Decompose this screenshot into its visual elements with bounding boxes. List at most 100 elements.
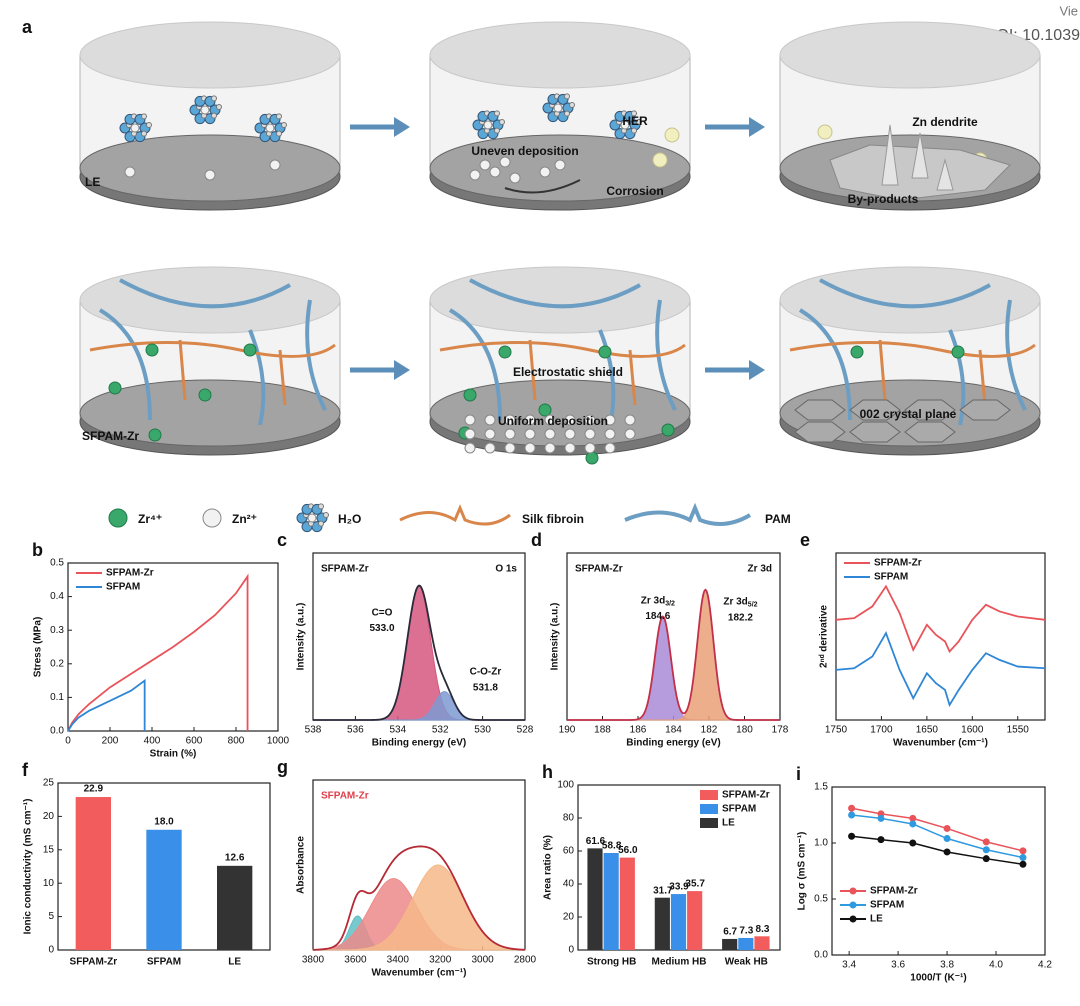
legend-label: SFPAM-Zr (722, 790, 770, 801)
peak-label: Zr 3d5/2 (723, 596, 757, 609)
zn-ion (130, 123, 140, 133)
peak-label: C=O (372, 607, 393, 618)
y-tick-label: 100 (557, 780, 574, 791)
water (323, 512, 329, 518)
legend-label: PAM (765, 512, 791, 526)
zn-ion (483, 120, 493, 130)
water (146, 122, 152, 128)
x-tick-label: 600 (186, 736, 203, 747)
legend-label: SFPAM-Zr (870, 886, 918, 897)
value-label: 18.0 (154, 816, 174, 827)
bar (654, 897, 670, 950)
x-axis-label: Strain (%) (150, 749, 197, 760)
x-tick-label: 188 (594, 725, 611, 736)
legend-label: SFPAM (870, 900, 904, 911)
panel-letter: c (277, 530, 287, 550)
zr-ion (198, 388, 212, 402)
zn-ion (504, 428, 516, 440)
water (564, 110, 570, 117)
peak-center-label: 531.8 (473, 682, 498, 693)
x-tick-label: Weak HB (725, 957, 768, 968)
value-label: 12.6 (225, 852, 245, 863)
y-axis-label: Log σ (mS cm⁻¹) (797, 832, 808, 911)
x-tick-label: 3400 (387, 955, 410, 966)
x-tick-label: 800 (228, 736, 245, 747)
series-line (851, 835, 1024, 866)
value-label: 6.7 (723, 927, 737, 938)
zn-ion (200, 105, 210, 115)
x-tick-label: 3200 (429, 955, 452, 966)
peak-label-sub: 3/2 (665, 601, 675, 608)
x-tick-label: Medium HB (652, 957, 707, 968)
x-tick-label: 3600 (344, 955, 367, 966)
bar (722, 938, 738, 950)
water (318, 503, 324, 510)
marker (982, 846, 990, 854)
arrow-head (749, 117, 765, 137)
legend-swatch (700, 818, 718, 828)
zn-plate (959, 399, 1011, 421)
zr-ion (243, 343, 257, 357)
legend-label: LE (722, 818, 735, 829)
legend-swatch (700, 790, 718, 800)
water (499, 119, 505, 125)
water (276, 113, 282, 120)
zn-ion (564, 414, 576, 426)
zr-ion (585, 451, 599, 465)
y-axis-label: Area ratio (%) (543, 835, 554, 900)
pam-fiber (798, 278, 1027, 426)
schematic-label: Uniform deposition (498, 414, 608, 428)
x-tick-label: 534 (389, 725, 406, 736)
legend-label: SFPAM (874, 572, 908, 583)
zr-ion (108, 381, 122, 395)
panel-letter: a (22, 17, 33, 37)
x-tick-label: 1700 (870, 725, 893, 736)
x-tick-label: 4.0 (989, 960, 1003, 971)
water (276, 130, 282, 137)
y-tick-label: 0.2 (50, 658, 64, 669)
zn-ion (124, 166, 136, 178)
x-tick-label: 200 (102, 736, 119, 747)
zn-ion (464, 442, 476, 454)
y-tick-label: 15 (43, 844, 55, 855)
x-tick-label: SFPAM (147, 957, 181, 968)
marker (848, 811, 856, 819)
sample-label: SFPAM-Zr (321, 564, 369, 575)
cylinder-top (79, 21, 341, 89)
marker (943, 824, 951, 832)
zn-ion (624, 428, 636, 440)
x-tick-label: 3000 (471, 955, 494, 966)
marker (909, 814, 917, 822)
bar (738, 937, 754, 950)
fit-peak (567, 615, 780, 721)
marker (943, 848, 951, 856)
h2-bubble (652, 152, 668, 168)
bar (754, 936, 770, 950)
fit-peak (313, 585, 525, 721)
panel-letter: f (22, 760, 29, 780)
peak-center-label: 184.6 (645, 611, 670, 622)
x-tick-label: Strong HB (587, 957, 636, 968)
zn-ion (484, 414, 496, 426)
value-label: 56.0 (618, 845, 638, 856)
marker (909, 820, 917, 828)
zn-ion (504, 414, 516, 426)
zn-ion (307, 513, 317, 523)
zn-ion (620, 120, 630, 130)
x-tick-label: 180 (736, 725, 753, 736)
zn-plate (904, 399, 956, 421)
bar (217, 865, 253, 950)
x-tick-label: 1650 (916, 725, 939, 736)
zn-ion (544, 428, 556, 440)
cylinder-top (429, 266, 691, 334)
y-tick-label: 0.5 (814, 894, 828, 905)
zn-plate (849, 399, 901, 421)
peak-label-sub: 5/2 (748, 602, 758, 609)
silk-fiber (439, 339, 686, 406)
legend-marker (849, 887, 857, 895)
zn-ion (204, 169, 216, 181)
cylinder-top (779, 266, 1041, 334)
schematic-label: By-products (848, 192, 919, 206)
h2-bubble (664, 127, 680, 143)
